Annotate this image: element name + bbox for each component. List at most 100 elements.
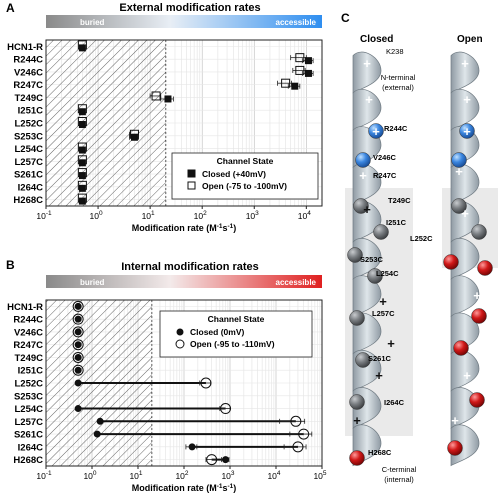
category-label: T249C [14,353,43,364]
legend-marker [187,181,196,190]
open-point [200,377,212,389]
category-label: H268C [13,455,43,466]
closed-point [74,315,82,323]
open-point [72,339,84,351]
x-tick-label: 101 [142,210,155,221]
open-point [72,351,84,363]
category-label: S261C [14,430,43,441]
x-tick-label: 10-1 [36,210,52,221]
panel-b: B Internal modification rates buried acc… [6,258,327,493]
residue-sphere-red [477,260,493,276]
closed-point [74,353,82,361]
open-point [295,53,305,63]
residue-label: L254C [376,269,399,278]
x-tick-label: 100 [90,210,103,221]
open-point [281,78,291,88]
closed-point [74,341,82,349]
closed-point [74,328,82,336]
residue-label: I251C [386,218,407,227]
panel-a-accessible-label: accessible [276,18,317,27]
closed-point [304,69,312,77]
legend-box [171,152,319,200]
closed-point [78,121,86,128]
x-axis-label: Modification rate (M-1s-1) [132,223,237,233]
residue-label: L252C [410,234,433,243]
charge-plus-sign: + [451,413,459,428]
x-tick-label: 100 [83,470,96,481]
x-tick-label: 101 [129,470,142,481]
legend-entry: Closed (+40mV) [202,169,266,179]
closed-point [74,379,82,387]
residue-sphere-red [453,340,469,356]
panel-label-c: C [341,11,350,25]
panel-b-buried-label: buried [80,278,105,287]
charge-plus-sign: + [477,336,485,351]
panel-a-buried-label: buried [80,18,105,27]
category-label: L257C [14,157,43,168]
open-point [151,91,161,101]
panel-label-a: A [6,1,15,15]
residue-sphere-blue [355,152,371,168]
open-point [295,65,305,75]
open-point [298,428,310,440]
category-label: I264C [18,182,43,193]
residue-label: H268C [368,448,392,457]
category-label: T249C [14,93,43,104]
legend-marker [176,328,184,336]
closed-point [96,417,104,425]
x-tick-label: 102 [175,470,188,481]
legend-entry: Closed (0mV) [190,327,244,337]
category-label: I264C [18,442,43,453]
closed-point [78,108,86,116]
category-label: L254C [14,404,43,415]
residue-label: I264C [384,398,405,407]
closed-point [78,159,86,167]
residue-sphere-gray [347,247,363,263]
n-terminal-label: N-terminal [381,73,416,82]
legend-entry: Open (-95 to -110mV) [190,339,275,349]
category-label: V246C [14,327,43,338]
panel-b-gradient-bar [46,275,322,288]
open-point [292,441,304,453]
category-label: L252C [14,119,43,130]
category-label: R247C [13,80,43,91]
x-axis-label: Modification rate (M-1s-1) [132,483,237,493]
c-terminal-label: C-terminal [382,465,417,474]
legend-marker [187,169,196,178]
residue-sphere-gray [367,268,383,284]
closed-point [74,405,82,413]
panel-a-title: External modification rates [119,2,260,14]
x-tick-label: 103 [246,210,259,221]
residue-sphere-blue [451,152,467,168]
category-label: I251C [18,106,43,117]
residue-label: T249C [388,196,411,205]
closed-point [78,197,86,205]
x-tick-label: 102 [194,210,207,221]
residue-label: L257C [372,309,395,318]
charge-plus-sign: + [375,368,383,383]
category-label: R244C [13,55,43,66]
category-label: HCN1-R [7,42,43,53]
charge-plus-sign: + [473,288,481,303]
open-point [220,403,232,415]
closed-point [78,172,86,180]
charge-plus-sign: + [463,124,471,139]
open-point [206,454,218,466]
category-label: S261C [14,170,43,181]
residue-sphere-blue [368,123,384,139]
residue-sphere-red [447,440,463,456]
x-tick-label: 104 [298,210,311,221]
charge-plus-sign: + [372,124,380,139]
residue-label: R247C [373,171,397,180]
closed-point [164,95,172,103]
residue-sphere-gray [451,198,467,214]
charge-plus-sign: + [455,164,463,179]
residue-sphere-gray [355,352,371,368]
residue-label-k238: K238 [386,47,404,56]
charge-plus-sign: + [353,413,361,428]
charge-plus-sign: + [379,294,387,309]
legend-box [159,310,313,358]
residue-sphere-gray [353,198,369,214]
open-point [72,364,84,376]
